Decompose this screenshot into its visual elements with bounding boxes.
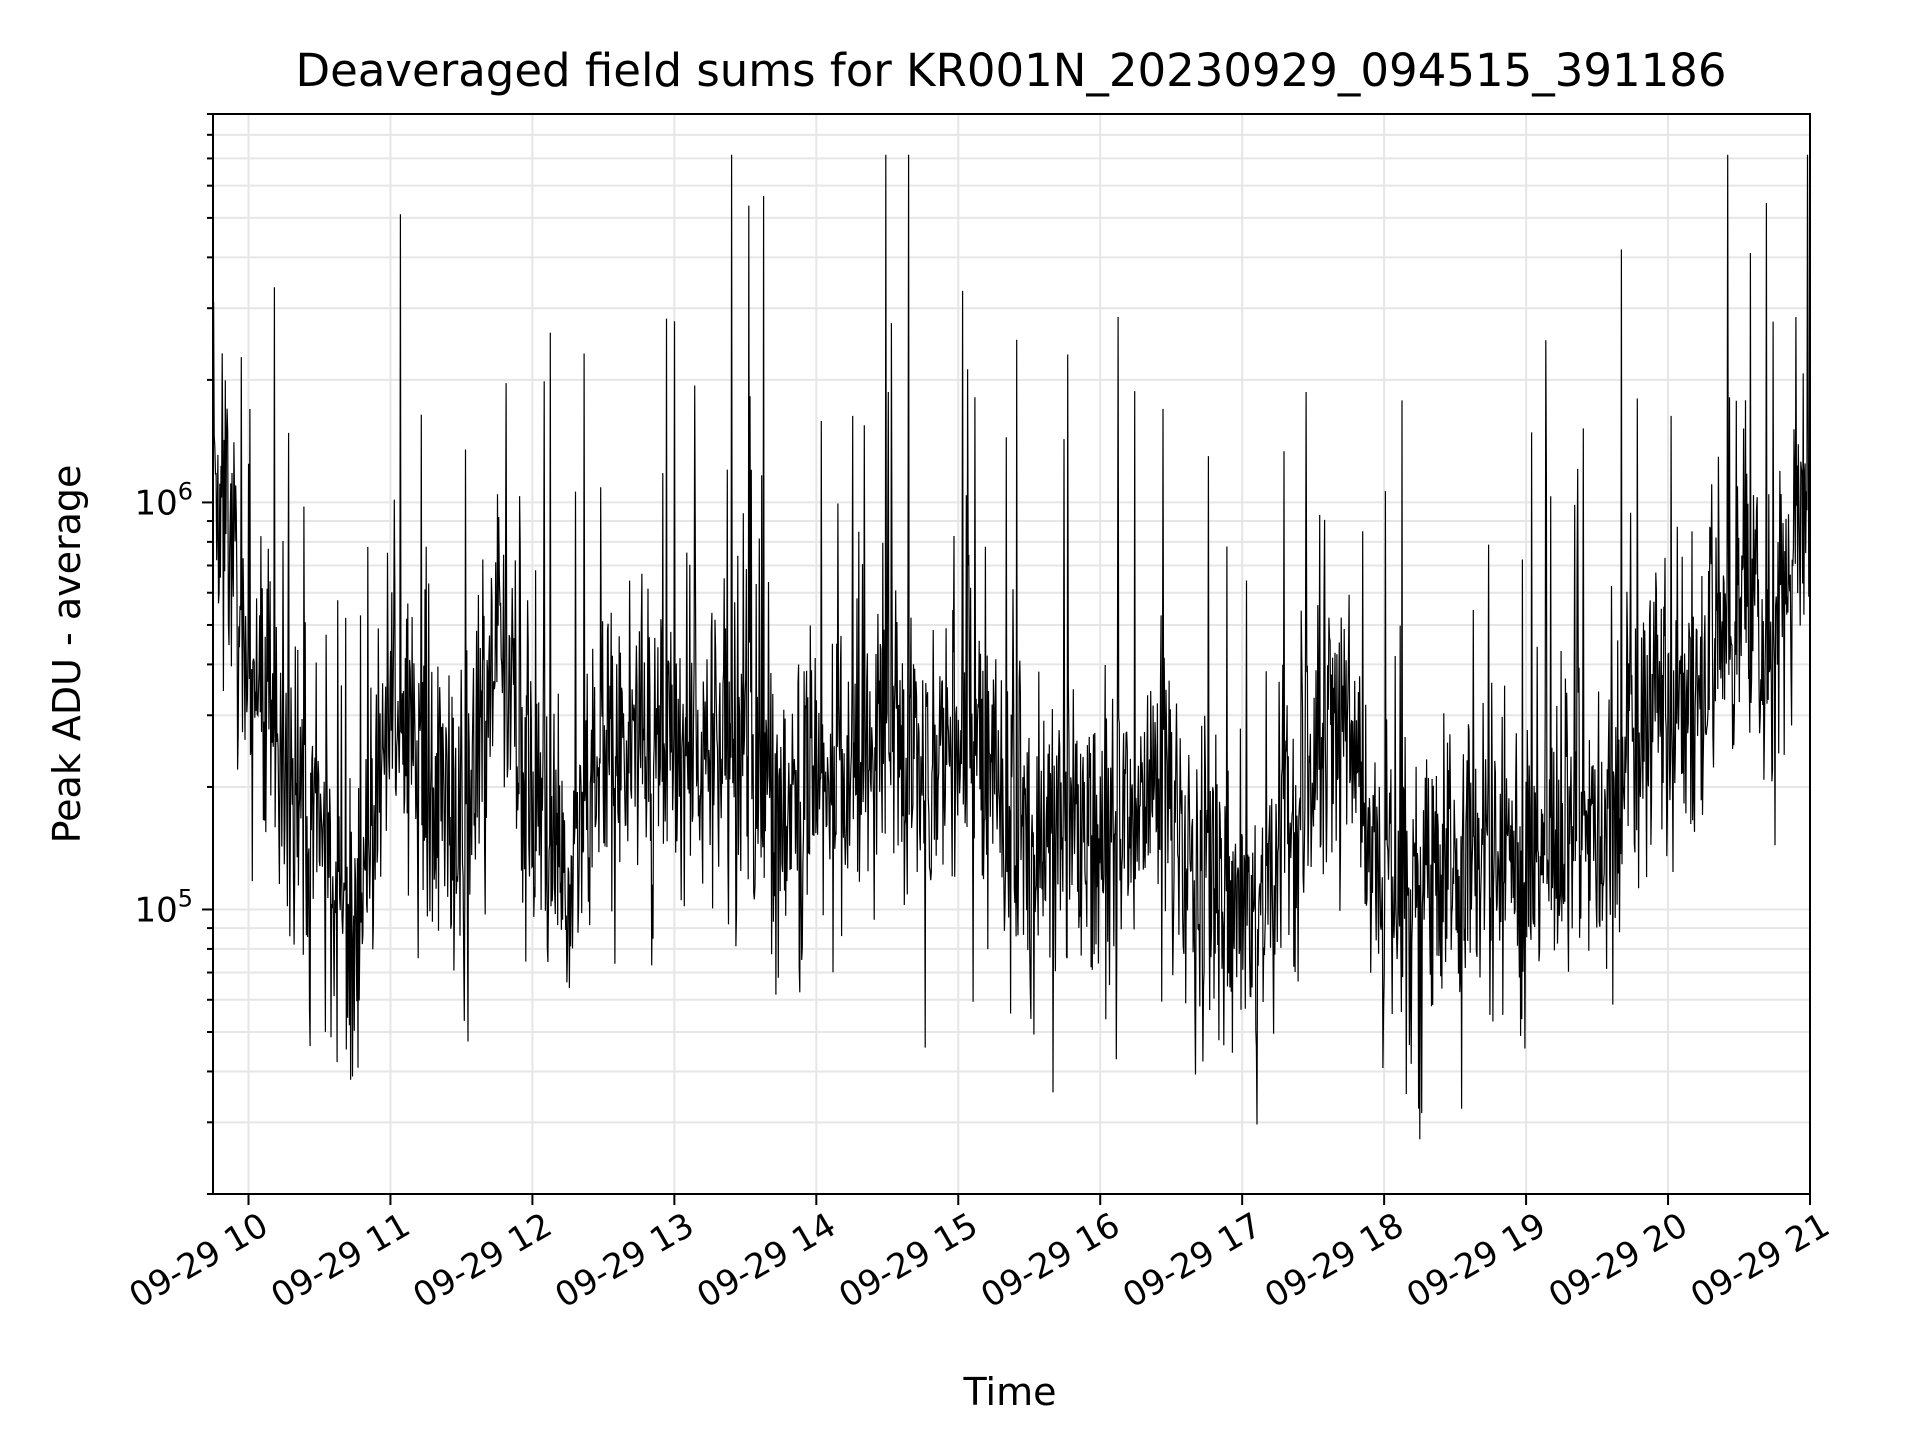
data-point [1239,907,1245,913]
data-point [1346,712,1352,718]
data-point [1665,712,1671,718]
data-point [317,860,323,866]
y-tick-label: 105 [134,884,193,930]
data-point [1701,685,1707,691]
data-point [1381,907,1387,913]
data-point [1310,745,1316,751]
x-axis-label: Time [963,1370,1057,1414]
data-point [1523,860,1529,866]
data-point [1417,890,1423,896]
data-point [707,745,713,751]
data-point [423,784,429,790]
y-tick-exponent: 6 [178,477,193,505]
data-point [920,767,926,773]
data-point [1168,784,1174,790]
data-point [1133,803,1139,809]
data-point [671,767,677,773]
data-point [778,813,784,819]
y-tick-base: 10 [134,483,177,523]
data-point [1736,590,1742,596]
data-point [1062,823,1068,829]
data-point [529,803,535,809]
y-tick-base: 10 [134,890,177,930]
data-point [1559,823,1565,829]
data-point [387,685,393,691]
chart-title: Deaveraged field sums for KR001N_2023092… [296,44,1727,97]
data-point [955,745,961,751]
data-point [849,759,855,765]
plot-area [212,154,1811,1140]
data-point [1097,847,1103,853]
data-point [458,835,464,841]
data-point [1275,874,1281,880]
data-point [281,745,287,751]
data-point [1488,835,1494,841]
y-tick-exponent: 5 [178,884,193,912]
data-point [1772,661,1778,667]
plot-frame [212,113,1811,1195]
data-point [1594,835,1600,841]
data-point [991,767,997,773]
data-point [1026,835,1032,841]
data-point [494,622,500,628]
data-point [352,946,358,952]
data-point [565,860,571,866]
data-point [1630,745,1636,751]
data-point [1452,860,1458,866]
data-point [1204,890,1210,896]
data-point [884,712,890,718]
data-point [742,738,748,744]
series-line-0 [212,154,1811,1140]
data-point [813,803,819,809]
data-point [246,661,252,667]
y-axis-label: Peak ADU - average [45,465,89,844]
data-point [636,725,642,731]
y-tick-label: 106 [134,477,193,523]
data-point [600,745,606,751]
